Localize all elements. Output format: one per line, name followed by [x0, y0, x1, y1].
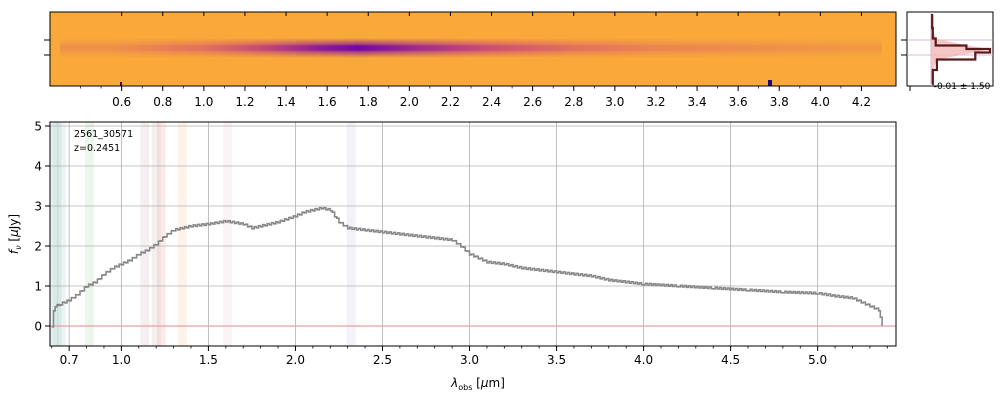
- top-x-tick-label: 3.6: [729, 95, 748, 109]
- spectrum-2d-frame: [49, 11, 897, 87]
- spectrum-2d-x-axis: 0.6 0.8 1.0 1.2 1.4 1.6 1.8 2.0 2.2 2.4 2.6 2.8 3.0 3…: [80, 12, 871, 109]
- line-band: [223, 122, 233, 346]
- line-band: [177, 122, 187, 346]
- line-band: [346, 122, 356, 346]
- x-tick-label: 3.5: [547, 353, 566, 367]
- bad-pixel: [120, 82, 122, 86]
- x-axis-label: λobs [μm]: [450, 376, 505, 392]
- top-x-tick-label: 2.0: [400, 95, 419, 109]
- line-band: [151, 122, 161, 346]
- line-band: [140, 122, 150, 346]
- bad-pixel: [768, 80, 772, 86]
- y-tick-label: 3: [34, 200, 42, 214]
- y-tick-label: 5: [34, 120, 42, 134]
- x-tick-label: 0.7: [60, 353, 79, 367]
- spectrum-2d-trace-core: [60, 45, 882, 51]
- spatial-profile-panel: -0.01 ± 1.50: [901, 11, 994, 92]
- object-id-label: 2561_30571: [74, 129, 133, 140]
- spectrum-2d-panel: 0.6 0.8 1.0 1.2 1.4 1.6 1.8 2.0 2.2 2.4 2.6 2.8 3.0 3…: [44, 11, 897, 109]
- top-x-tick-label: 3.4: [688, 95, 707, 109]
- x-tick-label: 4.0: [634, 353, 653, 367]
- y-axis-label: fν [μJy]: [7, 214, 23, 254]
- spectrum-2d-y-axis: [44, 39, 50, 56]
- x-tick-label: 1.0: [112, 353, 131, 367]
- y-tick-label: 2: [34, 240, 42, 254]
- y-tick-label: 4: [34, 160, 42, 174]
- redshift-label: z=0.2451: [74, 143, 120, 154]
- y-tick-label: 0: [34, 320, 42, 334]
- x-tick-label: 3.0: [460, 353, 479, 367]
- plot-area: [50, 122, 896, 346]
- top-x-tick-label: 0.8: [153, 95, 172, 109]
- profile-line: [931, 14, 992, 86]
- top-x-tick-label: 2.4: [482, 95, 501, 109]
- profile-annotation: -0.01 ± 1.50: [934, 82, 991, 92]
- x-tick-label: 1.5: [199, 353, 218, 367]
- top-x-tick-label: 2.2: [441, 95, 460, 109]
- y-axis: 0 1 2 3 4 5: [34, 120, 50, 334]
- flux-series-line: [51, 206, 883, 328]
- x-tick-label: 4.5: [721, 353, 740, 367]
- line-band: [85, 122, 95, 346]
- top-x-tick-label: 1.0: [194, 95, 213, 109]
- top-x-tick-label: 1.4: [277, 95, 296, 109]
- x-tick-label: 5.0: [808, 353, 827, 367]
- line-band: [56, 122, 66, 346]
- top-x-tick-label: 0.6: [112, 95, 131, 109]
- spectrum-1d-panel: 0.7 1.0 1.5 2.0 2.5 3.0 3.5 4.0 4.5 5.0 0 1 2 3 4 5 25…: [7, 120, 897, 392]
- emission-line-bands: [50, 122, 356, 346]
- line-band: [156, 122, 166, 346]
- top-x-tick-label: 3.0: [605, 95, 624, 109]
- x-axis: 0.7 1.0 1.5 2.0 2.5 3.0 3.5 4.0 4.5 5.0: [51, 346, 888, 367]
- top-x-tick-label: 3.2: [646, 95, 665, 109]
- y-tick-label: 1: [34, 280, 42, 294]
- top-x-tick-label: 1.6: [318, 95, 337, 109]
- line-band: [50, 122, 59, 346]
- top-x-tick-label: 1.8: [359, 95, 378, 109]
- line-band: [52, 122, 62, 346]
- top-x-tick-label: 2.6: [523, 95, 542, 109]
- top-x-tick-label: 2.8: [564, 95, 583, 109]
- top-x-tick-label: 4.0: [811, 95, 830, 109]
- plot-frame: [49, 121, 897, 347]
- top-x-tick-label: 1.2: [235, 95, 254, 109]
- top-x-tick-label: 3.8: [770, 95, 789, 109]
- profile-fill: [931, 14, 990, 84]
- x-tick-label: 2.5: [373, 353, 392, 367]
- top-x-tick-label: 4.2: [852, 95, 871, 109]
- x-tick-label: 2.0: [286, 353, 305, 367]
